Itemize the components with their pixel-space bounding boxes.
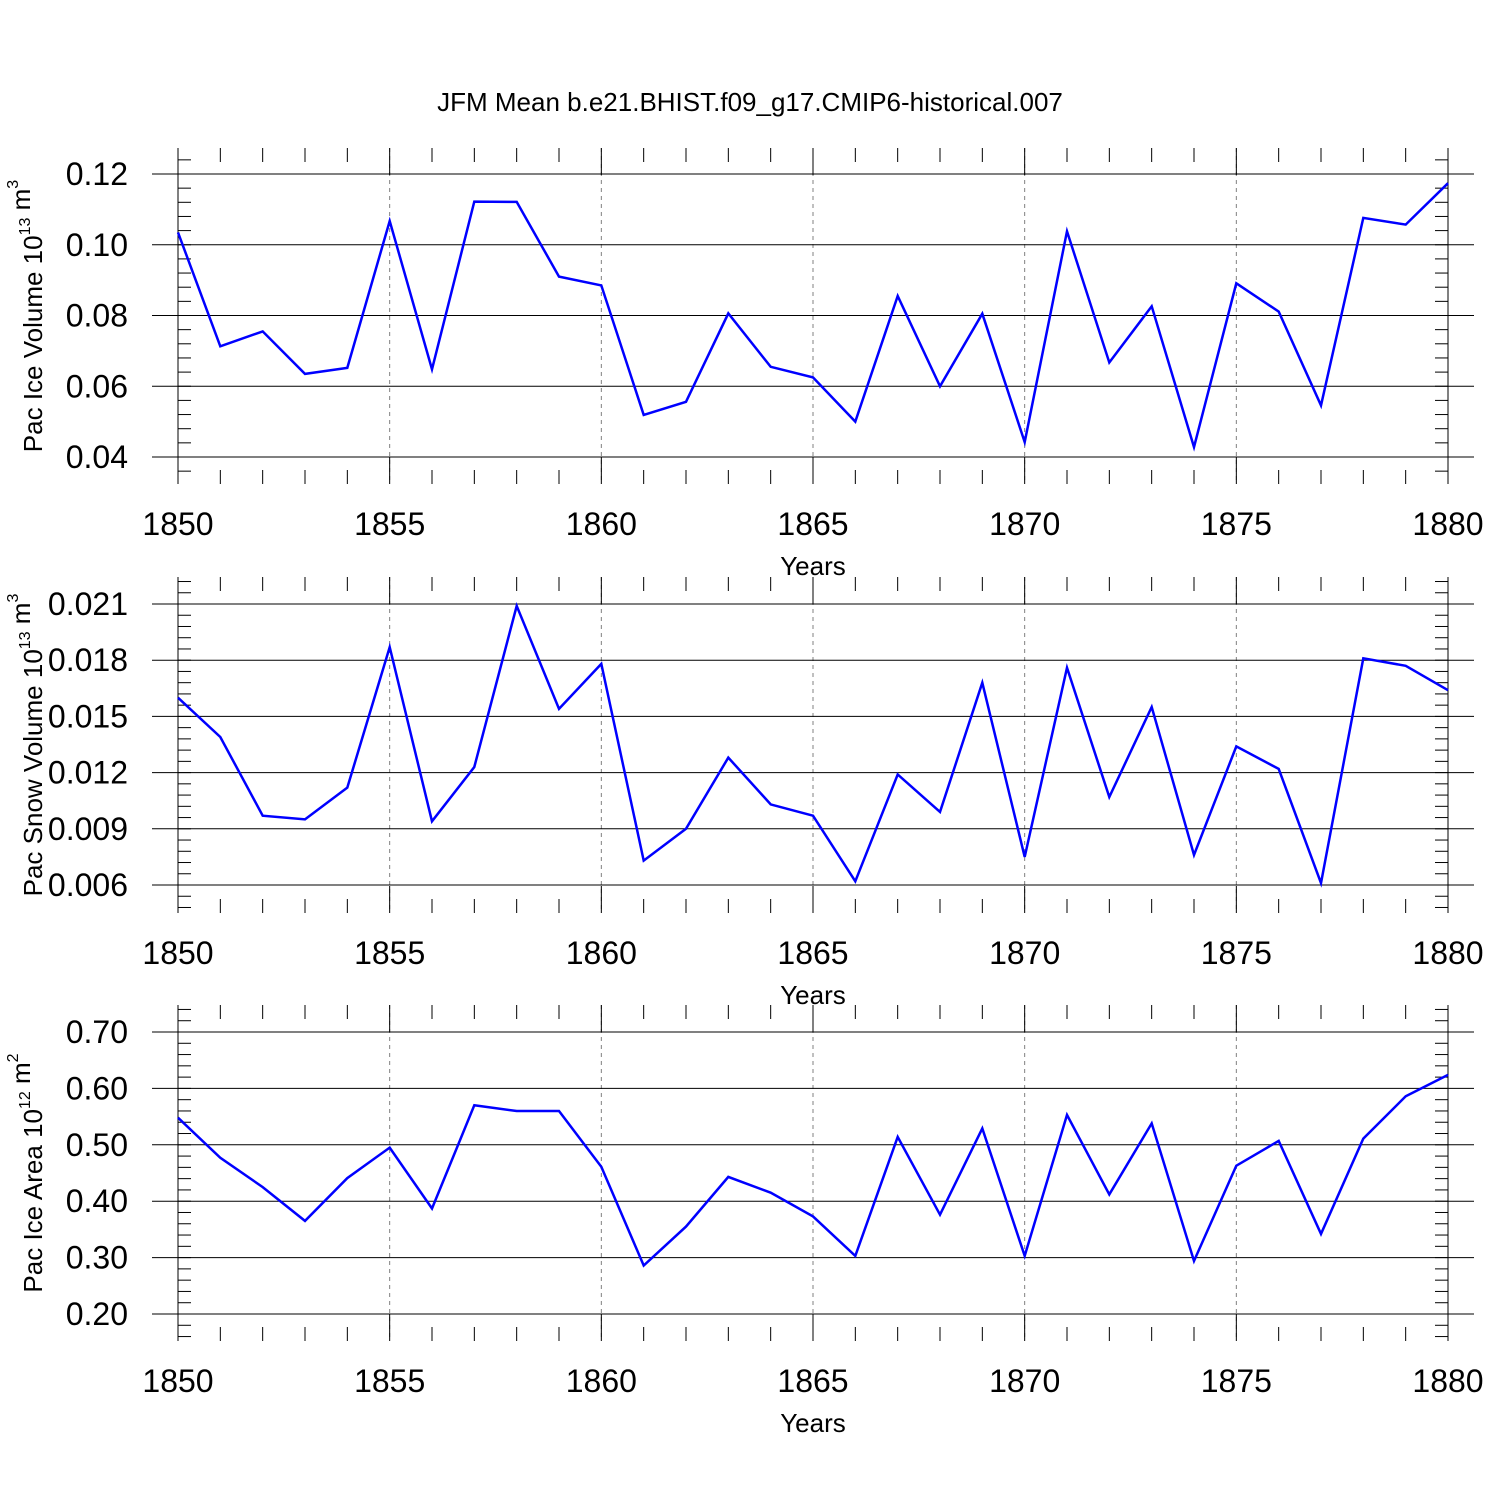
ice-area-x-tick-label: 1880 (1412, 1363, 1483, 1399)
snow-volume-y-label-text: Pac Snow Volume 10 (18, 649, 48, 896)
ice-area-x-tick-label: 1865 (777, 1363, 848, 1399)
snow-volume-y-label-superscript: 3 (5, 594, 22, 603)
ice-area-y-tick-label: 0.40 (66, 1183, 128, 1219)
ice-volume-y-label-superscript: 3 (5, 180, 22, 189)
ice-area-x-axis-label: Years (780, 1408, 846, 1438)
ice-area-y-tick-label: 0.70 (66, 1014, 128, 1050)
snow-volume-x-tick-label: 1850 (142, 935, 213, 971)
ice-volume-y-tick-label: 0.04 (66, 439, 128, 475)
snow-volume-y-tick-label: 0.021 (48, 586, 128, 622)
ice-volume-y-label-text: m (6, 189, 36, 218)
ice-area-y-label-text: m (6, 1062, 36, 1091)
snow-volume-y-tick-label: 0.009 (48, 811, 128, 847)
snow-volume-x-tick-label: 1865 (777, 935, 848, 971)
ice-volume-x-tick-label: 1865 (777, 506, 848, 542)
ice-volume-panel: 0.04 0.06 0.08 0.10 0.12 1850 1855 1860 1865 1870… (5, 148, 1484, 581)
snow-volume-y-tick-label: 0.012 (48, 755, 128, 791)
ice-area-y-tick-label: 0.50 (66, 1127, 128, 1163)
snow-volume-x-tick-label: 1855 (354, 935, 425, 971)
ice-area-x-tick-label: 1870 (989, 1363, 1060, 1399)
snow-volume-y-label-text: m (6, 603, 36, 632)
ice-area-x-tick-label: 1850 (142, 1363, 213, 1399)
ice-area-y-axis-label: Pac Ice Area 1012 m2 (5, 1053, 48, 1292)
snow-volume-y-label-superscript: 13 (17, 631, 34, 649)
snow-volume-y-tick-label: 0.006 (48, 867, 128, 903)
ice-area-y-tick-label: 0.30 (66, 1240, 128, 1276)
ice-volume-y-label-superscript: 13 (17, 217, 34, 235)
chart-title: JFM Mean b.e21.BHIST.f09_g17.CMIP6-histo… (437, 87, 1063, 117)
ice-volume-y-tick-label: 0.10 (66, 227, 128, 263)
snow-volume-x-tick-label: 1870 (989, 935, 1060, 971)
snow-volume-y-tick-label: 0.015 (48, 698, 128, 734)
ice-area-x-tick-label: 1855 (354, 1363, 425, 1399)
ice-area-x-tick-label: 1875 (1201, 1363, 1272, 1399)
ice-volume-y-axis-label: Pac Ice Volume 1013 m3 (5, 180, 48, 453)
snow-volume-y-tick-label: 0.018 (48, 642, 128, 678)
ice-area-y-tick-label: 0.20 (66, 1296, 128, 1332)
ice-area-y-label-text: Pac Ice Area 10 (18, 1109, 48, 1293)
ice-volume-x-axis-label: Years (780, 551, 846, 581)
ice-volume-x-tick-label: 1870 (989, 506, 1060, 542)
snow-volume-x-tick-label: 1860 (566, 935, 637, 971)
ice-volume-x-tick-label: 1855 (354, 506, 425, 542)
ice-area-y-tick-label: 0.60 (66, 1070, 128, 1106)
snow-volume-y-axis-label: Pac Snow Volume 1013 m3 (5, 594, 48, 897)
ice-area-x-tick-label: 1860 (566, 1363, 637, 1399)
ice-area-panel: 0.20 0.30 0.40 0.50 0.60 0.70 1850 1855 1860 1865… (5, 1005, 1484, 1438)
ice-volume-x-tick-label: 1850 (142, 506, 213, 542)
snow-volume-panel: 0.006 0.009 0.012 0.015 0.018 0.021 1850 1855 18… (5, 577, 1484, 1010)
ice-volume-y-tick-label: 0.06 (66, 368, 128, 404)
ice-volume-y-tick-label: 0.08 (66, 298, 128, 334)
snow-volume-x-tick-label: 1875 (1201, 935, 1272, 971)
ice-area-y-label-superscript: 2 (5, 1053, 22, 1062)
snow-volume-x-tick-label: 1880 (1412, 935, 1483, 971)
ice-volume-y-tick-label: 0.12 (66, 156, 128, 192)
ice-volume-y-label-text: Pac Ice Volume 10 (18, 235, 48, 452)
ice-volume-x-tick-label: 1875 (1201, 506, 1272, 542)
ice-area-y-label-superscript: 12 (17, 1091, 34, 1109)
ice-volume-x-tick-label: 1880 (1412, 506, 1483, 542)
ice-volume-x-tick-label: 1860 (566, 506, 637, 542)
